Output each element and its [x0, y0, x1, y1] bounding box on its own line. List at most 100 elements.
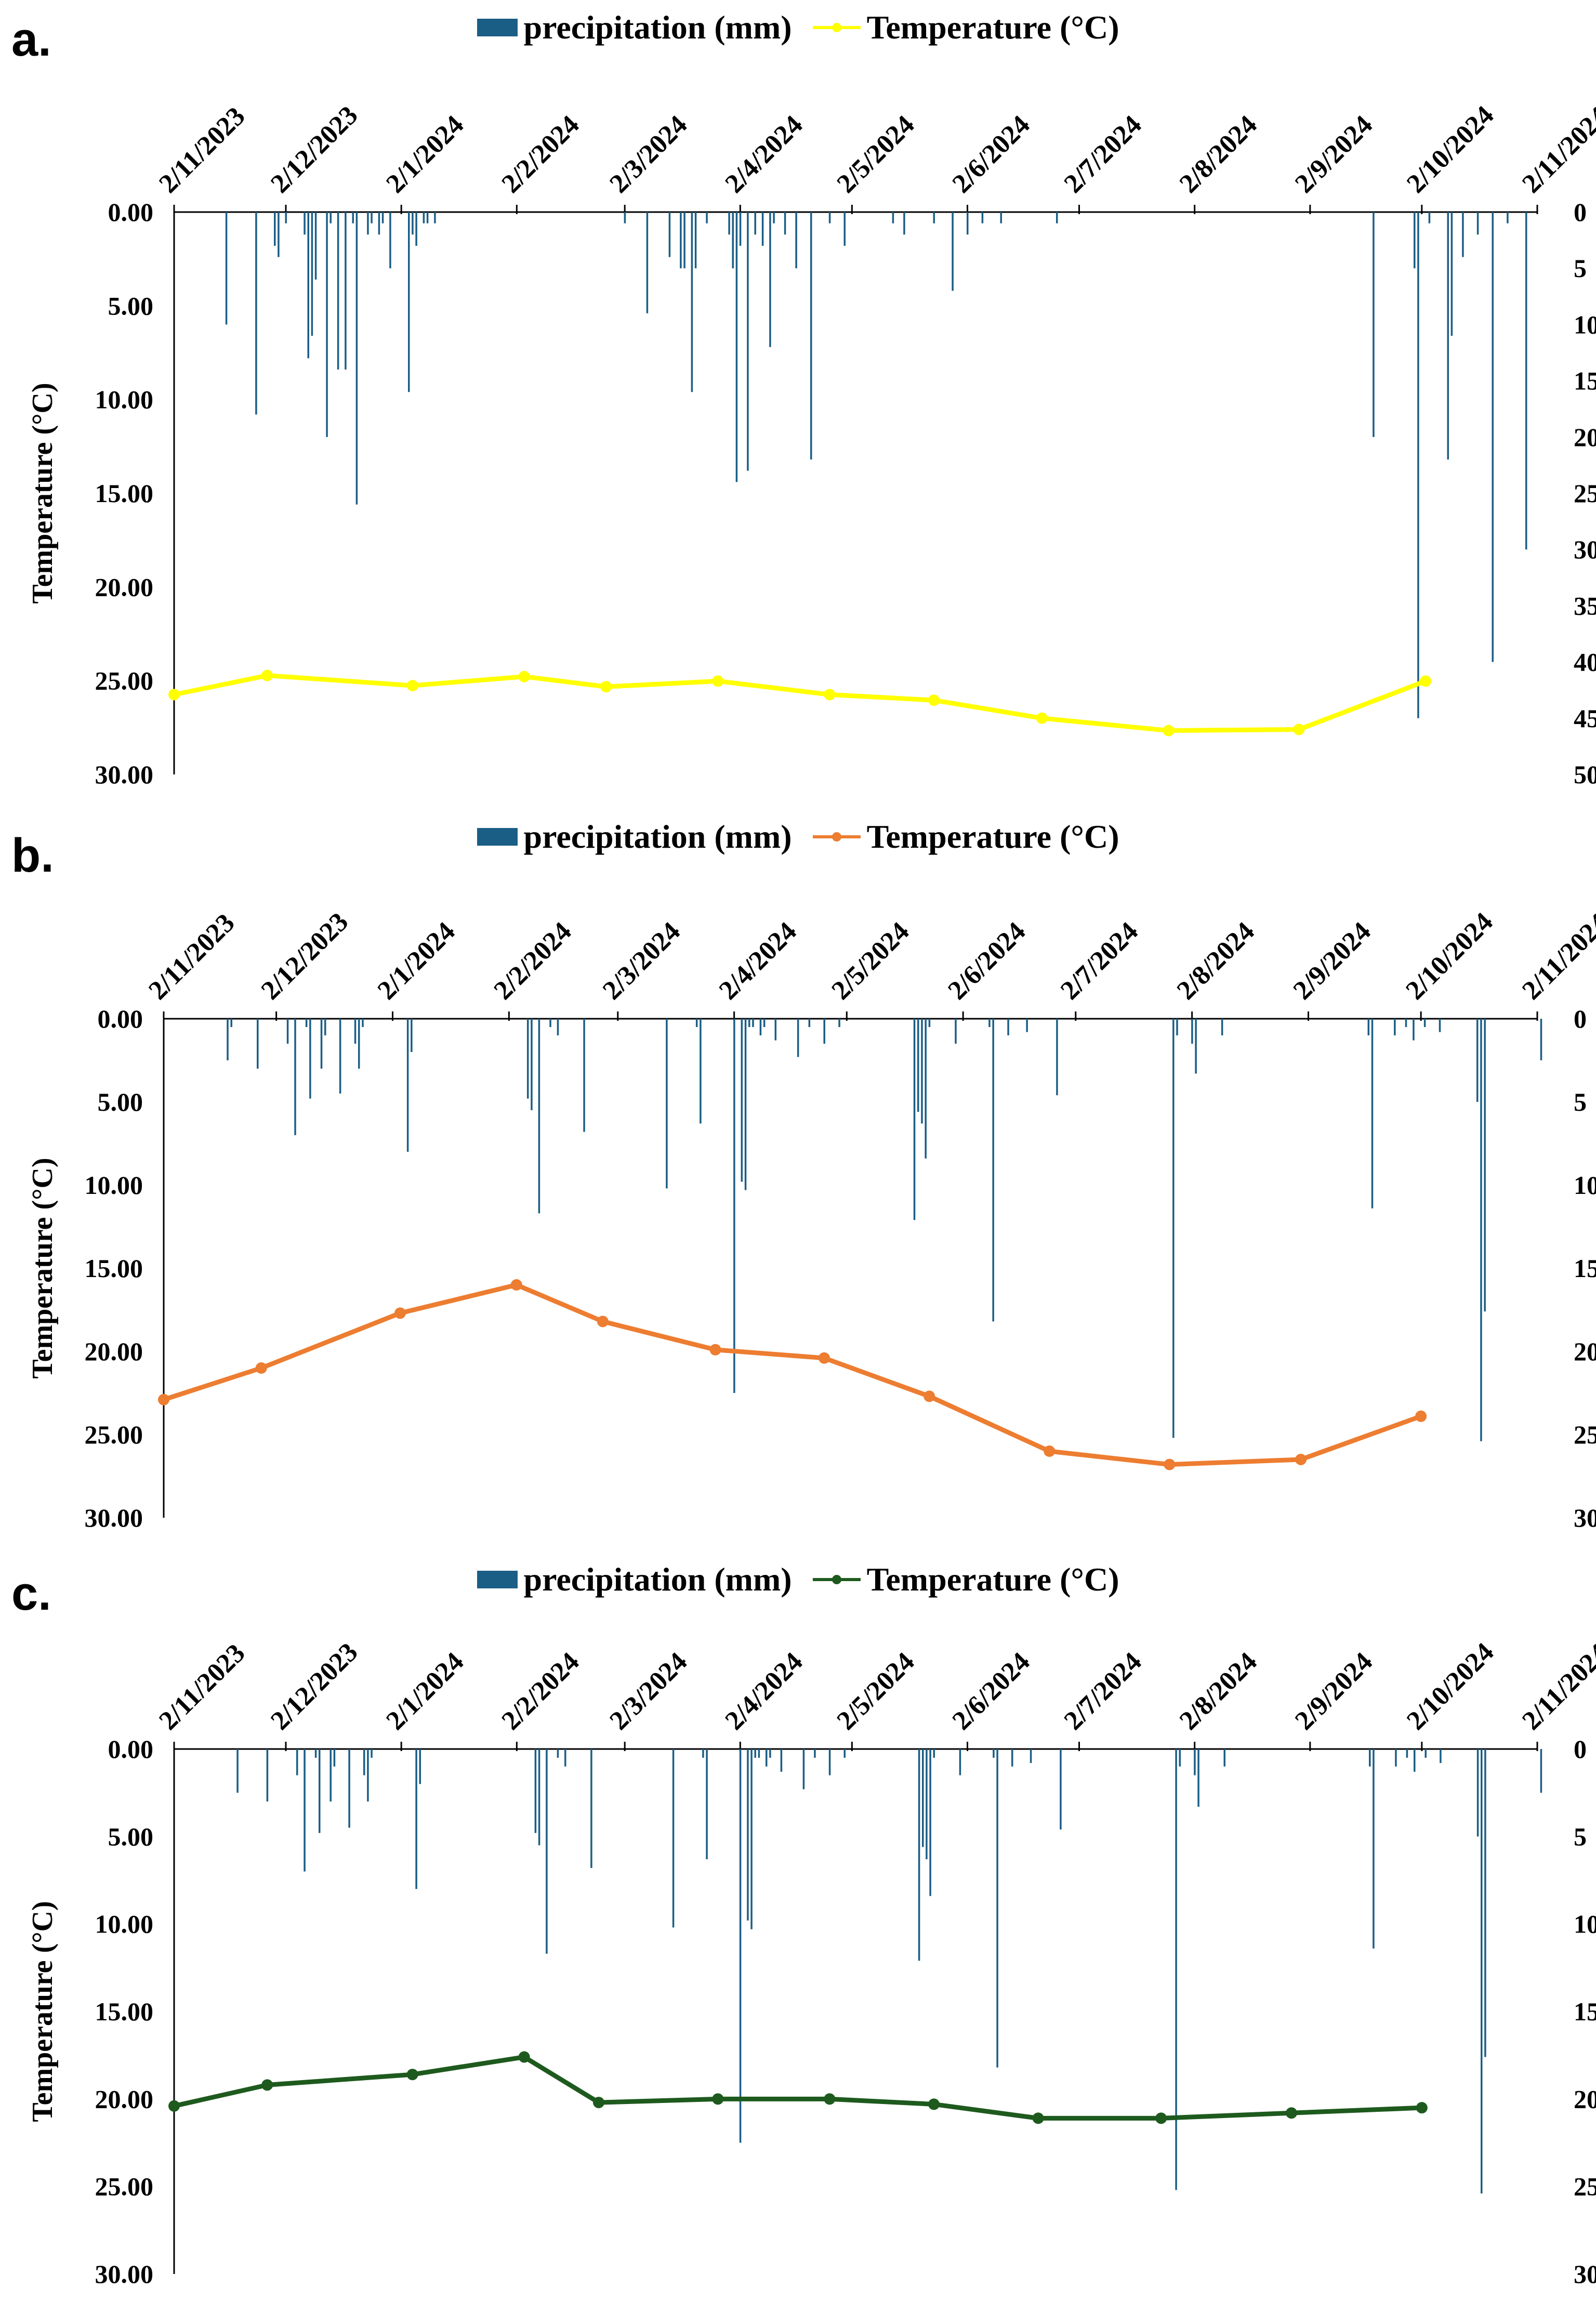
chart-c: 2/11/2023 2/12/2023 2/1/2024 2/2/2024 2/3/20…: [27, 1637, 1596, 2289]
legend-item-precipitation: precipitation (mm): [477, 1560, 792, 1599]
precipitation-bar: [763, 1019, 766, 1027]
y-axis-title: Temperature (°C): [27, 1901, 59, 2122]
temperature-point: [1036, 712, 1048, 724]
precipitation-bar: [1492, 212, 1494, 662]
precipitation-bar: [304, 212, 306, 235]
precipitation-bar: [780, 1749, 783, 1772]
x-tick-label: 2/10/2024: [1401, 100, 1499, 199]
x-tick-label: 2/6/2024: [947, 1647, 1036, 1735]
x-tick-label: 2/3/2024: [604, 110, 693, 199]
precipitation-bar: [411, 1019, 413, 1052]
y2-tick-label: 45: [1574, 704, 1596, 733]
y2-tick-label: 10: [1574, 310, 1596, 339]
precipitation-bar: [672, 1749, 675, 1928]
x-tick-label: 2/8/2024: [1174, 110, 1263, 199]
precipitation-bar: [773, 212, 775, 223]
precipitation-bar: [415, 212, 417, 246]
precipitation-bar: [1172, 1019, 1175, 1438]
precipitation-bar: [257, 1019, 259, 1069]
precipitation-bar: [363, 1749, 365, 1776]
x-tick-label: 2/8/2024: [1174, 1647, 1263, 1735]
x-tick-label: 2/8/2024: [1171, 916, 1260, 1005]
precipitation-bar: [754, 212, 756, 235]
precipitation-bar: [1423, 1019, 1426, 1027]
precipitation-bar: [918, 1749, 920, 1961]
precipitation-bar: [922, 1749, 924, 1847]
precipitation-bar: [1026, 1019, 1028, 1032]
temperature-line: [161, 1282, 1423, 1467]
precipitation-bar: [747, 212, 749, 471]
precipitation-bar: [1484, 1019, 1486, 1312]
x-tick-label: 2/2/2024: [496, 110, 585, 199]
precipitation-bar: [333, 1749, 336, 1767]
y2-tick-label: 20: [1574, 423, 1596, 452]
precipitation-bar: [1428, 212, 1431, 223]
precipitation-bar: [546, 1749, 548, 1954]
legend: precipitation (mm) Temperature (°C): [0, 4, 1596, 51]
temperature-point: [1163, 725, 1175, 737]
y-tick-label: 5.00: [98, 1087, 143, 1116]
legend-label-precipitation: precipitation (mm): [523, 818, 792, 855]
x-tick-label: 2/11/2024: [1516, 101, 1596, 199]
y2-tick-label: 25: [1574, 479, 1596, 508]
chart-b: 2/11/2023 2/12/2023 2/1/2024 2/2/2024 2/3/20…: [27, 907, 1596, 1532]
y2-tick-label: 5: [1574, 1087, 1587, 1116]
precipitation-bar: [1424, 1749, 1427, 1758]
precipitation-bar: [766, 1749, 768, 1767]
precipitation-bar: [739, 212, 742, 246]
x-tick-label: 2/11/2023: [153, 101, 250, 199]
precipitation-bar: [646, 212, 649, 313]
y-tick-label: 0.00: [108, 198, 154, 227]
legend-item-temperature: Temperature (°C): [812, 8, 1119, 47]
precipitation-bar: [732, 212, 734, 269]
y-tick-label: 25.00: [85, 1420, 143, 1449]
x-tick-label: 2/3/2024: [604, 1647, 693, 1735]
temperature-point: [1286, 2107, 1297, 2119]
precipitation-bar: [305, 1019, 308, 1027]
temperature-point: [1044, 1445, 1056, 1457]
precipitation-bar: [326, 212, 328, 437]
precipitation-bar: [354, 1019, 357, 1044]
temperature-point: [597, 1316, 609, 1327]
panel-a: a. precipitation (mm) Temperature (°C) 2…: [0, 0, 1596, 800]
temperature-point: [510, 1279, 522, 1291]
precipitation-bar: [1540, 1749, 1542, 1793]
temperature-point: [1415, 1410, 1427, 1422]
temperature-point: [158, 1393, 169, 1405]
precipitation-bar: [538, 1749, 540, 1846]
precipitation-bar: [784, 212, 786, 235]
temperature-point: [600, 681, 612, 693]
precipitation-bar: [754, 1749, 756, 1758]
legend-label-temperature: Temperature (°C): [866, 9, 1119, 46]
y2-tick-label: 20: [1574, 2084, 1596, 2113]
y-axis-title: Temperature (°C): [27, 1158, 59, 1378]
precipitation-bar: [795, 212, 797, 269]
precipitation-bar: [358, 1019, 360, 1069]
precipitation-bar: [929, 1749, 931, 1896]
precipitation-bar: [892, 212, 894, 223]
precipitation-bar: [955, 1019, 957, 1044]
x-tick-label: 2/10/2024: [1401, 1637, 1499, 1735]
precipitation-bar: [700, 1019, 702, 1124]
precipitation-bar: [314, 1749, 317, 1758]
y2-tick-label: 30: [1574, 535, 1596, 564]
x-tick-label: 2/1/2024: [380, 1647, 469, 1735]
y-tick-label: 20.00: [95, 2084, 154, 2113]
temperature-point: [1164, 1458, 1176, 1470]
legend-label-precipitation: precipitation (mm): [523, 1561, 792, 1598]
precipitation-bar: [823, 1019, 825, 1044]
precipitation-bar: [320, 1019, 323, 1069]
precipitation-bar: [538, 1019, 540, 1214]
temperature-point: [1293, 724, 1305, 735]
temperature-line-icon: [812, 1570, 861, 1589]
x-tick-label: 2/4/2024: [720, 1647, 809, 1735]
precipitation-bar: [1179, 1749, 1181, 1767]
precipitation-bar: [802, 1749, 805, 1790]
precipitation-bar: [1191, 1019, 1193, 1044]
x-tick-label: 2/11/2023: [143, 908, 240, 1005]
y-tick-label: 0.00: [108, 1734, 154, 1764]
precipitation-bar: [329, 212, 332, 223]
precipitation-bar: [967, 212, 969, 235]
precipitation-bar: [691, 212, 693, 392]
x-tick-label: 2/2/2024: [489, 916, 577, 1005]
